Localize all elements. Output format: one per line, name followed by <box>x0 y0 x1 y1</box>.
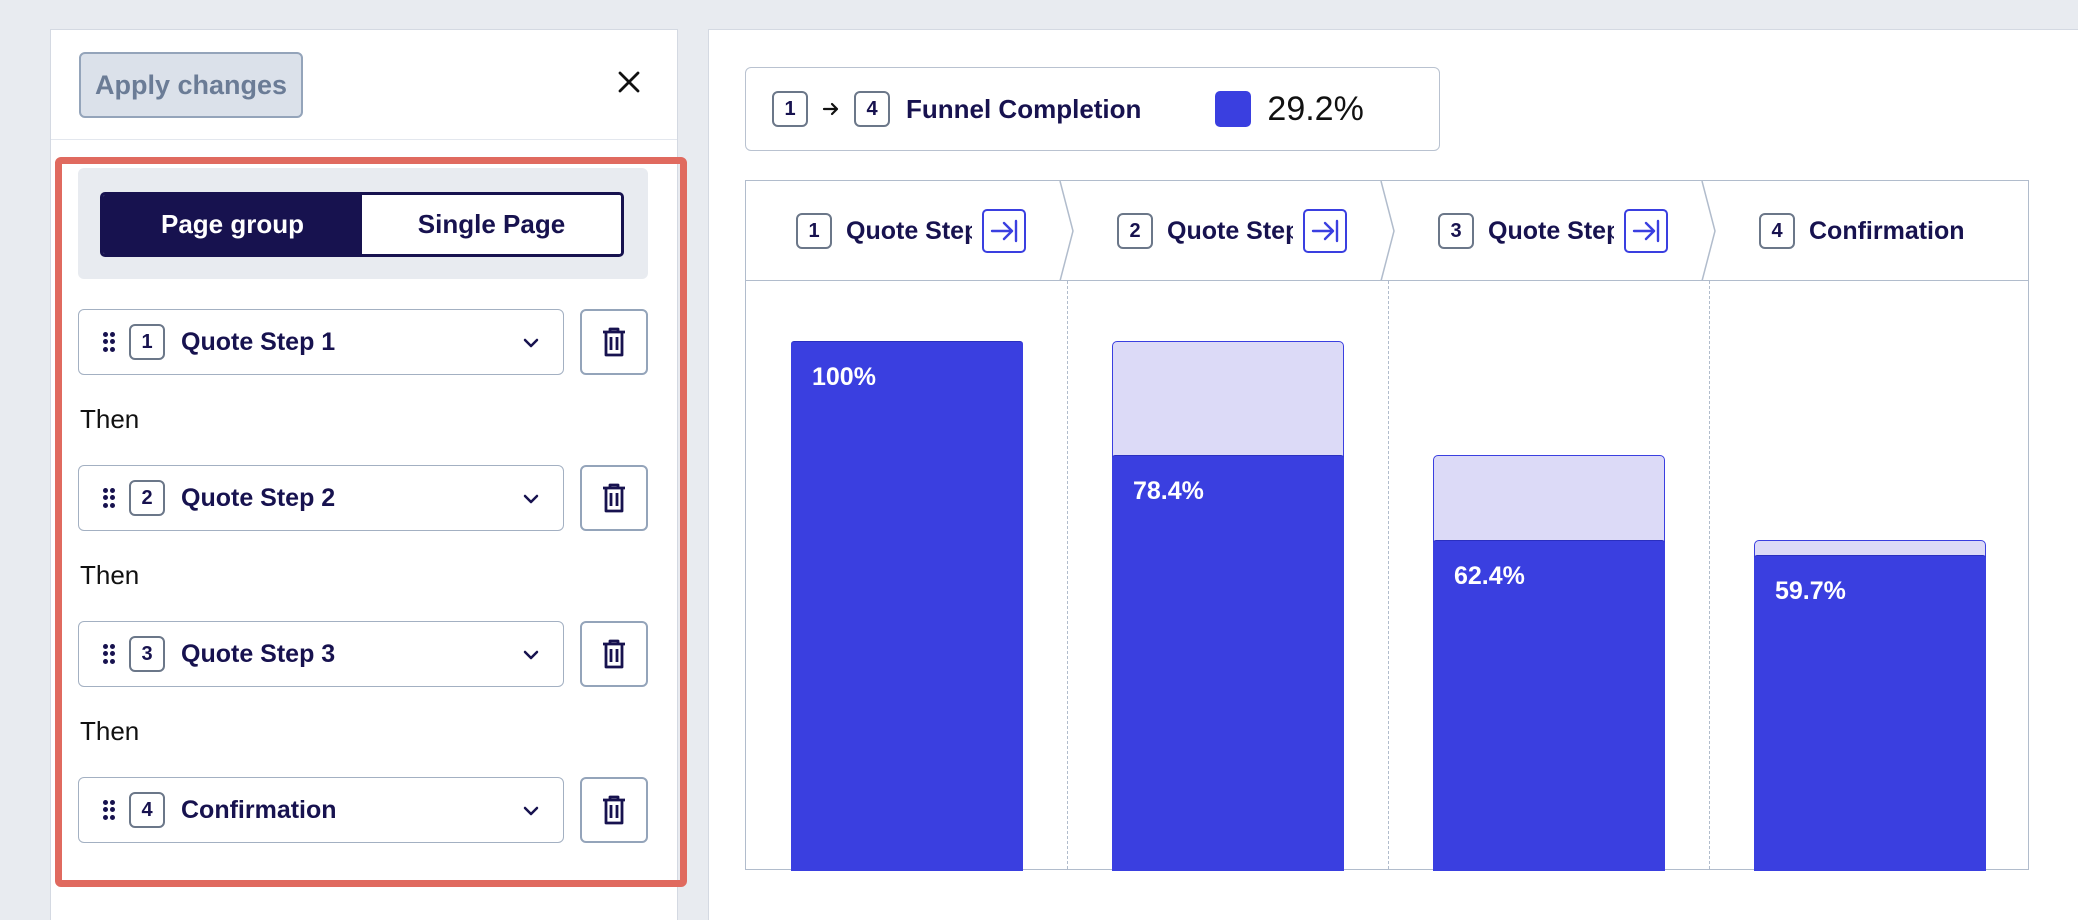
bar-value-label: 59.7% <box>1775 576 1846 605</box>
column-divider <box>1067 281 1068 869</box>
funnel-chart: 1 Quote Step 2 Quote Step 3 Quote Step 4 Confir… <box>745 180 2029 871</box>
step-number-badge: 1 <box>129 324 165 360</box>
go-to-step-button[interactable] <box>1624 209 1668 253</box>
column-divider <box>1388 281 1389 869</box>
step-select[interactable]: 3 Quote Step 3 <box>78 621 564 687</box>
trash-icon <box>603 327 625 357</box>
to-step-badge: 4 <box>854 91 890 127</box>
single-page-toggle-button[interactable]: Single Page <box>362 195 621 254</box>
step-separator <box>1380 181 1395 281</box>
completion-color-swatch <box>1215 91 1252 127</box>
step-header-4: 4 Confirmation <box>1759 181 2020 281</box>
delete-step-button[interactable] <box>580 621 648 687</box>
step-header-3: 3 Quote Step <box>1438 181 1699 281</box>
drag-handle-icon[interactable] <box>103 644 115 664</box>
drag-handle-icon[interactable] <box>103 332 115 352</box>
drag-handle-icon[interactable] <box>103 488 115 508</box>
go-to-step-button[interactable] <box>982 209 1026 253</box>
drag-handle-icon[interactable] <box>103 800 115 820</box>
step-number-badge: 2 <box>1117 213 1153 249</box>
bar-value-label: 62.4% <box>1454 562 1525 591</box>
from-step-badge: 1 <box>772 91 808 127</box>
chevron-down-icon <box>523 806 539 816</box>
chevron-down-icon <box>523 338 539 348</box>
delete-step-button[interactable] <box>580 777 648 843</box>
chevron-down-icon <box>523 650 539 660</box>
step-header-label: Confirmation <box>1809 216 1965 245</box>
step-number-badge: 1 <box>796 213 832 249</box>
funnel-completion-card: 1 4 Funnel Completion 29.2% <box>745 67 1440 151</box>
trash-icon <box>603 483 625 513</box>
step-number-badge: 3 <box>1438 213 1474 249</box>
then-label: Then <box>80 716 140 746</box>
step-separator <box>1059 181 1074 281</box>
page-type-toggle-wrap: Page group Single Page <box>78 168 648 279</box>
step-header-2: 2 Quote Step <box>1117 181 1378 281</box>
step-number-badge: 3 <box>129 636 165 672</box>
page-group-toggle-button[interactable]: Page group <box>103 195 362 254</box>
funnel-step-row: 3 Quote Step 3 <box>78 621 648 687</box>
funnel-completion-title: Funnel Completion <box>906 93 1142 124</box>
step-header-label: Quote Step <box>1488 216 1614 245</box>
close-icon[interactable] <box>609 62 649 102</box>
chevron-down-icon <box>523 494 539 504</box>
delete-step-button[interactable] <box>580 465 648 531</box>
step-separator <box>1701 181 1716 281</box>
conversion-bar[interactable] <box>1754 554 1986 871</box>
conversion-bar[interactable] <box>1112 455 1344 871</box>
step-number-badge: 4 <box>1759 213 1795 249</box>
funnel-step-header: 1 Quote Step 2 Quote Step 3 Quote Step 4 Confir… <box>746 181 2028 281</box>
go-to-step-button[interactable] <box>1303 209 1347 253</box>
step-number-badge: 2 <box>129 480 165 516</box>
step-select[interactable]: 4 Confirmation <box>78 777 564 843</box>
panel-header: Apply changes <box>51 30 677 140</box>
step-select[interactable]: 2 Quote Step 2 <box>78 465 564 531</box>
step-label: Quote Step 2 <box>181 483 336 512</box>
bar-value-label: 100% <box>812 363 876 391</box>
step-select[interactable]: 1 Quote Step 1 <box>78 309 564 375</box>
funnel-step-row: 2 Quote Step 2 <box>78 465 648 531</box>
bar-value-label: 78.4% <box>1133 477 1204 506</box>
step-label: Quote Step 3 <box>181 639 336 668</box>
funnel-step-row: 4 Confirmation <box>78 777 648 843</box>
step-header-1: 1 Quote Step <box>796 181 1057 281</box>
step-label: Quote Step 1 <box>181 327 336 356</box>
arrow-to-end-icon <box>1311 219 1339 243</box>
apply-changes-button[interactable]: Apply changes <box>79 52 303 118</box>
trash-icon <box>603 795 625 825</box>
trash-icon <box>603 639 625 669</box>
arrow-to-end-icon <box>1632 219 1660 243</box>
conversion-bar[interactable] <box>791 341 1023 871</box>
delete-step-button[interactable] <box>580 309 648 375</box>
step-label: Confirmation <box>181 795 337 824</box>
column-divider <box>1709 281 1710 869</box>
funnel-completion-value: 29.2% <box>1267 89 1364 128</box>
arrow-to-end-icon <box>990 219 1018 243</box>
then-label: Then <box>80 560 140 590</box>
page-type-toggle: Page group Single Page <box>100 192 624 257</box>
step-header-label: Quote Step <box>846 216 972 245</box>
arrow-right-icon <box>822 101 840 117</box>
conversion-bar[interactable] <box>1433 540 1665 871</box>
then-label: Then <box>80 404 140 434</box>
step-header-label: Quote Step <box>1167 216 1293 245</box>
step-number-badge: 4 <box>129 792 165 828</box>
funnel-step-row: 1 Quote Step 1 <box>78 309 648 375</box>
